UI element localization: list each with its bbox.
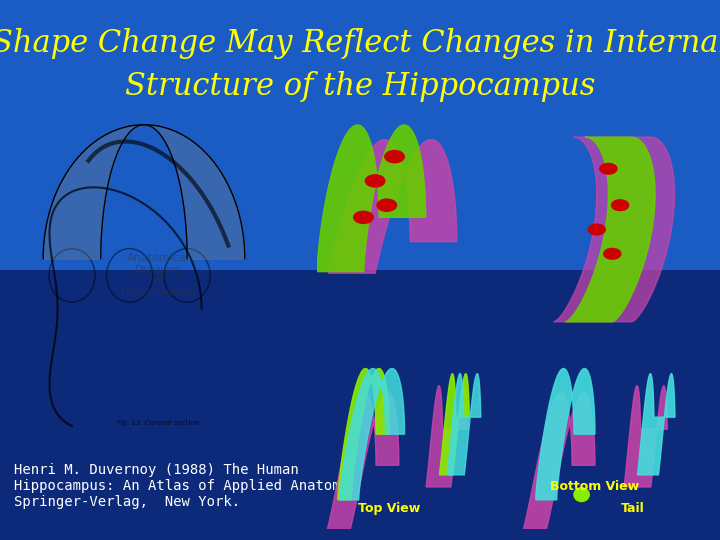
Polygon shape [426, 386, 467, 487]
Bar [0, 0, 720, 270]
Polygon shape [554, 137, 675, 322]
Text: Shape Change May Reflect Changes in Internal: Shape Change May Reflect Changes in Inte… [0, 28, 720, 59]
Polygon shape [340, 368, 405, 500]
Polygon shape [439, 374, 469, 475]
Text: Henri M. Duvernoy (1988) The Human
Hippocampus: An Atlas of Applied Anatomy,
Spr: Henri M. Duvernoy (1988) The Human Hippo… [14, 463, 358, 509]
Circle shape [574, 488, 589, 502]
Bar [0, 270, 720, 540]
Circle shape [588, 224, 606, 235]
Polygon shape [317, 125, 426, 272]
Polygon shape [338, 368, 390, 500]
Text: Top View: Top View [358, 502, 420, 515]
Polygon shape [565, 137, 655, 322]
Text: Bottom View: Bottom View [550, 480, 639, 492]
Text: Anatomical
Drawing
of
Hippocampus: Anatomical Drawing of Hippocampus [120, 253, 197, 298]
Circle shape [600, 164, 617, 174]
Circle shape [354, 211, 373, 224]
Text: Tail: Tail [621, 502, 645, 515]
Polygon shape [324, 393, 399, 538]
Polygon shape [447, 374, 481, 475]
Circle shape [604, 248, 621, 259]
Circle shape [611, 200, 629, 211]
Text: Fig. 13. Coronal section: Fig. 13. Coronal section [117, 420, 199, 426]
Circle shape [384, 151, 405, 163]
Circle shape [365, 175, 385, 187]
Polygon shape [624, 386, 667, 487]
Circle shape [377, 199, 397, 211]
Polygon shape [536, 368, 595, 500]
Polygon shape [328, 140, 456, 273]
Polygon shape [637, 374, 675, 475]
Text: Structure of the Hippocampus: Structure of the Hippocampus [125, 71, 595, 102]
Polygon shape [520, 393, 595, 538]
